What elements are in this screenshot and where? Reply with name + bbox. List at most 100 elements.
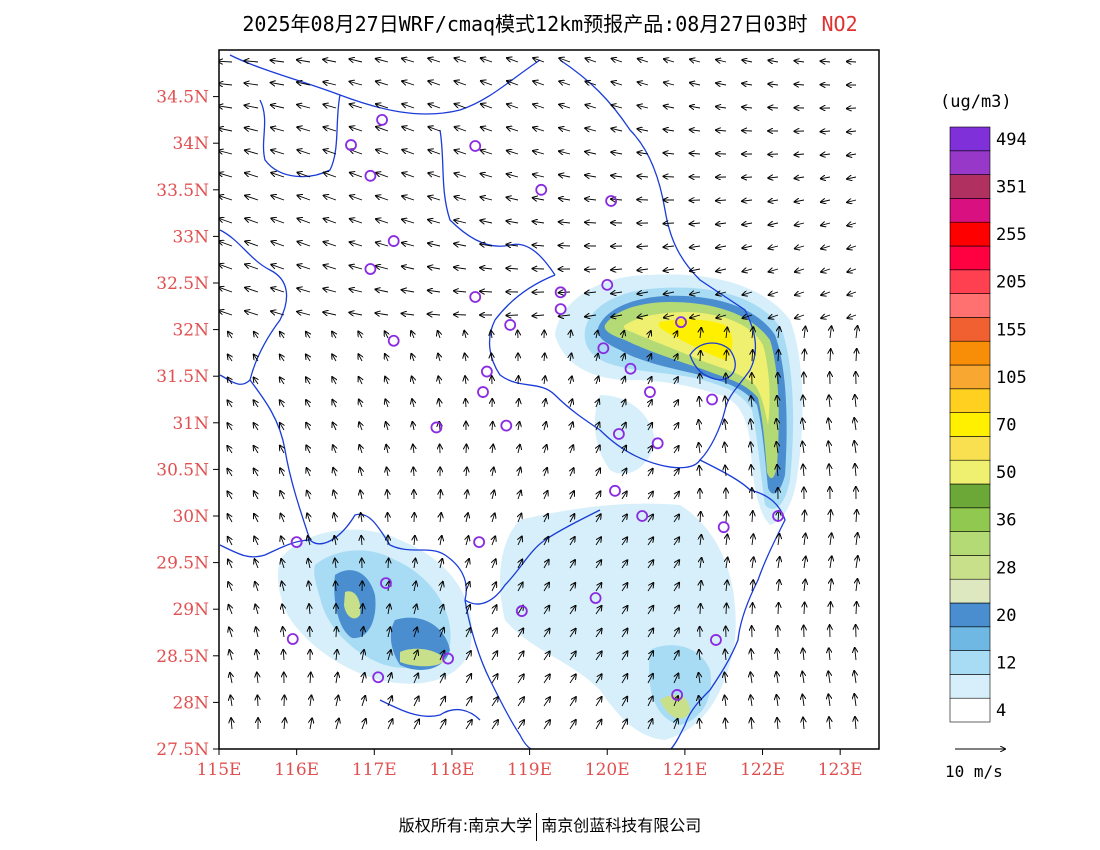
field-jiangxi-green1	[344, 591, 361, 619]
wind-arrow	[570, 445, 573, 454]
wind-arrow	[751, 649, 752, 661]
wind-arrow	[465, 376, 466, 385]
province-boundary-zj-sh	[599, 429, 701, 469]
wind-arrow	[699, 650, 700, 661]
wind-arrow	[297, 265, 311, 270]
wind-arrow	[229, 627, 232, 638]
wind-arrow	[518, 514, 521, 523]
wind-arrow	[795, 269, 805, 272]
wind-arrow	[385, 331, 388, 339]
wind-arrow	[830, 602, 831, 615]
wind-arrow	[256, 627, 258, 638]
station-marker	[376, 114, 388, 126]
wind-arrow	[794, 84, 805, 85]
wind-arrow	[829, 717, 830, 730]
colorbar-label: 351	[996, 178, 1027, 198]
wind-arrow	[768, 60, 779, 62]
station-marker	[500, 419, 513, 432]
station-marker	[605, 195, 618, 207]
wind-arrow	[595, 606, 602, 615]
wind-arrow	[855, 395, 856, 408]
wind-arrow	[438, 376, 440, 385]
wind-arrow	[847, 292, 857, 295]
wind-arrow	[491, 628, 497, 638]
station-marker	[380, 577, 392, 590]
wind-arrow	[847, 246, 857, 249]
wind-arrow	[402, 290, 415, 292]
wind-arrow	[585, 128, 597, 131]
wind-arrow	[386, 422, 388, 431]
wind-arrow	[414, 650, 418, 661]
wind-arrow	[271, 311, 285, 315]
wind-arrow	[725, 696, 726, 707]
wind-arrow	[724, 420, 726, 431]
wind-arrow	[570, 422, 573, 431]
wind-arrow	[360, 490, 362, 500]
wind-arrow	[507, 151, 519, 154]
wind-arrow	[411, 354, 414, 362]
wind-arrow	[570, 353, 571, 362]
province-boundary-fujian	[379, 699, 481, 721]
station-marker	[717, 521, 730, 534]
wind-arrow	[254, 446, 258, 454]
wind-arrow	[716, 269, 727, 271]
wind-arrow	[742, 83, 753, 85]
wind-arrow	[387, 490, 388, 500]
colorbar-label: 255	[996, 225, 1027, 245]
wind-arrow	[454, 314, 467, 315]
wind-arrow	[543, 697, 550, 707]
wind-arrow	[621, 651, 627, 661]
wind-arrow	[428, 220, 441, 223]
wind-arrow	[428, 81, 441, 85]
wind-arrow	[231, 718, 232, 730]
wind-arrow	[802, 419, 804, 431]
wind-arrow	[828, 418, 830, 431]
wind-arrow	[414, 673, 418, 684]
wind-arrow	[638, 315, 649, 317]
wind-arrow	[310, 673, 311, 684]
wind-arrow	[507, 174, 519, 177]
wind-arrow	[559, 292, 571, 293]
wind-arrow	[595, 720, 601, 730]
province-boundary-jx-zj-north	[464, 509, 601, 605]
wind-arrow	[648, 469, 653, 477]
station-marker	[706, 393, 718, 406]
wind-arrow	[402, 150, 415, 155]
wind-arrow	[674, 719, 678, 730]
wind-arrow	[544, 399, 546, 408]
wind-arrow	[271, 265, 285, 270]
wind-arrow	[402, 266, 415, 269]
wind-arrow	[544, 514, 548, 523]
wind-arrow	[227, 423, 232, 431]
lat-tick-label: 27.5N	[156, 740, 209, 760]
wind-arrow	[440, 490, 441, 500]
wind-arrow	[402, 58, 415, 62]
wind-arrow	[466, 536, 469, 546]
wind-arrow	[257, 673, 258, 684]
wind-arrow	[559, 175, 571, 177]
wind-arrow	[716, 223, 727, 224]
wind-arrow	[324, 150, 337, 155]
wind-arrow	[769, 269, 779, 272]
wind-arrow	[492, 582, 496, 592]
wind-arrow	[533, 58, 545, 62]
lon-tick-label: 117E	[352, 760, 397, 780]
wind-arrow	[673, 606, 679, 615]
wind-arrow	[751, 396, 752, 408]
wind-arrow	[716, 60, 727, 62]
colorbar-swatch	[949, 221, 991, 247]
wind-arrow	[856, 326, 858, 339]
wind-arrow	[350, 173, 363, 178]
wind-arrow	[308, 536, 310, 546]
footer-separator	[536, 812, 538, 841]
wind-arrow	[751, 465, 752, 477]
field-west-light	[520, 553, 566, 596]
wind-arrow	[359, 377, 362, 385]
wind-arrow	[570, 331, 571, 339]
monitoring-stations	[286, 114, 784, 701]
wind-arrow	[308, 559, 310, 569]
colorbar-swatch	[949, 555, 991, 580]
wind-arrow	[804, 511, 805, 523]
wind-arrow	[830, 326, 831, 339]
